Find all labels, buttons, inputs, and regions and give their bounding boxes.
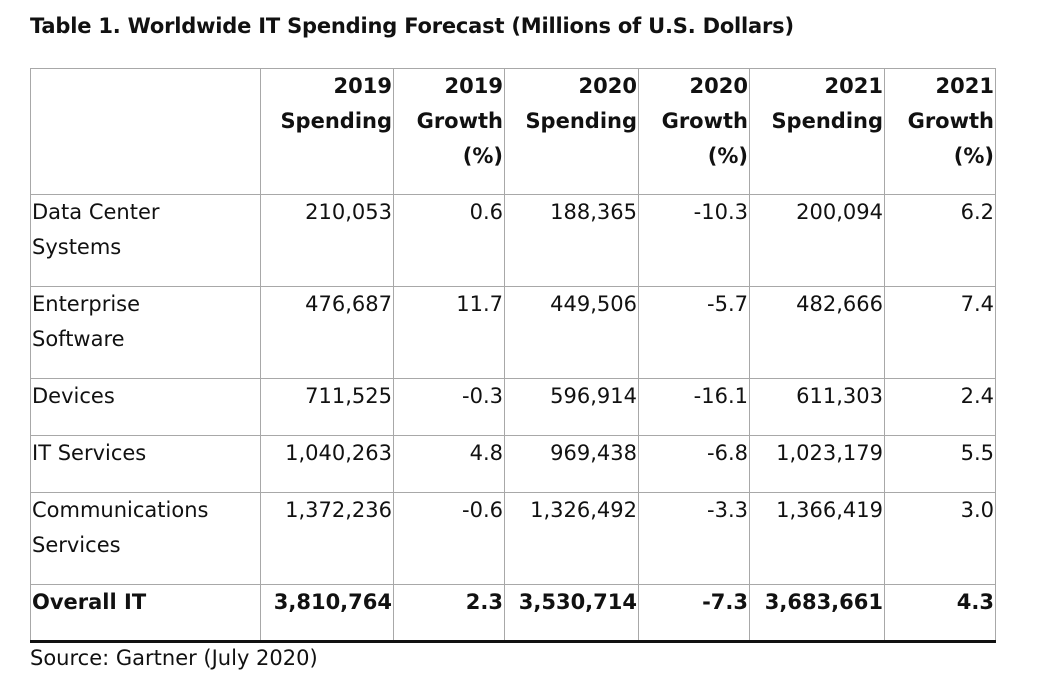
cell-2019-growth: -0.3: [393, 378, 505, 436]
header-line: Growth: [907, 109, 994, 133]
header-2020-spending: 2020 Spending: [504, 68, 639, 195]
cell-2021-spending: 200,094: [749, 194, 885, 287]
total-2019-growth: 2.3: [393, 584, 505, 643]
header-2021-spending: 2021 Spending: [749, 68, 885, 195]
header-line: 2019: [333, 74, 392, 98]
row-label-line: Software: [32, 327, 125, 351]
cell-2020-growth: -16.1: [638, 378, 750, 436]
cell-2020-growth: -5.7: [638, 286, 750, 379]
cell-2019-spending: 476,687: [260, 286, 394, 379]
table-row: Data Center Systems 210,053 0.6 188,365 …: [30, 194, 996, 287]
cell-2020-spending: 1,326,492: [504, 492, 639, 585]
total-2021-growth: 4.3: [884, 584, 996, 643]
table-title: Table 1. Worldwide IT Spending Forecast …: [30, 14, 794, 38]
header-line: Spending: [525, 109, 637, 133]
row-label-line: Communications: [32, 498, 209, 522]
total-2020-growth: -7.3: [638, 584, 750, 643]
header-row: 2019 Spending 2019 Growth (%) 2020 Spend…: [30, 68, 996, 195]
row-label-line: IT Services: [32, 441, 147, 465]
cell-2019-spending: 210,053: [260, 194, 394, 287]
cell-2020-growth: -3.3: [638, 492, 750, 585]
header-2019-growth: 2019 Growth (%): [393, 68, 505, 195]
cell-2021-spending: 1,023,179: [749, 435, 885, 493]
cell-2019-spending: 711,525: [260, 378, 394, 436]
row-label: Communications Services: [30, 492, 261, 585]
cell-2020-spending: 188,365: [504, 194, 639, 287]
cell-2019-spending: 1,372,236: [260, 492, 394, 585]
row-label-line: Enterprise: [32, 292, 141, 316]
cell-2021-growth: 3.0: [884, 492, 996, 585]
row-label: Devices: [30, 378, 261, 436]
cell-2019-growth: 11.7: [393, 286, 505, 379]
cell-2020-spending: 449,506: [504, 286, 639, 379]
header-2019-spending: 2019 Spending: [260, 68, 394, 195]
total-label: Overall IT: [30, 584, 261, 643]
header-2020-growth: 2020 Growth (%): [638, 68, 750, 195]
row-label: Data Center Systems: [30, 194, 261, 287]
cell-2020-spending: 596,914: [504, 378, 639, 436]
cell-2019-spending: 1,040,263: [260, 435, 394, 493]
row-label-line: Data Center: [32, 200, 160, 224]
cell-2019-growth: 0.6: [393, 194, 505, 287]
cell-2021-growth: 2.4: [884, 378, 996, 436]
header-line: 2021: [824, 74, 883, 98]
row-label-line: Systems: [32, 235, 122, 259]
total-row: Overall IT 3,810,764 2.3 3,530,714 -7.3 …: [30, 584, 996, 643]
row-label: IT Services: [30, 435, 261, 493]
source-note: Source: Gartner (July 2020): [30, 646, 318, 670]
cell-2020-growth: -6.8: [638, 435, 750, 493]
row-label-line: Services: [32, 533, 121, 557]
total-2021-spending: 3,683,661: [749, 584, 885, 643]
header-line: Spending: [280, 109, 392, 133]
table-row: Devices 711,525 -0.3 596,914 -16.1 611,3…: [30, 378, 996, 436]
table-row: Enterprise Software 476,687 11.7 449,506…: [30, 286, 996, 379]
table-row: IT Services 1,040,263 4.8 969,438 -6.8 1…: [30, 435, 996, 493]
cell-2021-spending: 482,666: [749, 286, 885, 379]
header-line: Spending: [771, 109, 883, 133]
header-line: 2020: [578, 74, 637, 98]
header-line: 2021: [935, 74, 994, 98]
cell-2021-growth: 7.4: [884, 286, 996, 379]
cell-2020-growth: -10.3: [638, 194, 750, 287]
row-label-line: Devices: [32, 384, 115, 408]
header-line: Growth: [661, 109, 748, 133]
header-line: 2019: [444, 74, 503, 98]
cell-2019-growth: -0.6: [393, 492, 505, 585]
cell-2019-growth: 4.8: [393, 435, 505, 493]
cell-2020-spending: 969,438: [504, 435, 639, 493]
table-row: Communications Services 1,372,236 -0.6 1…: [30, 492, 996, 585]
it-spending-table: 2019 Spending 2019 Growth (%) 2020 Spend…: [30, 68, 996, 643]
cell-2021-spending: 611,303: [749, 378, 885, 436]
header-2021-growth: 2021 Growth (%): [884, 68, 996, 195]
row-label: Enterprise Software: [30, 286, 261, 379]
cell-2021-growth: 5.5: [884, 435, 996, 493]
cell-2021-growth: 6.2: [884, 194, 996, 287]
header-line: 2020: [689, 74, 748, 98]
cell-2021-spending: 1,366,419: [749, 492, 885, 585]
header-line: (%): [462, 144, 503, 168]
total-2020-spending: 3,530,714: [504, 584, 639, 643]
total-2019-spending: 3,810,764: [260, 584, 394, 643]
header-line: (%): [953, 144, 994, 168]
header-line: (%): [707, 144, 748, 168]
header-corner-cell: [30, 68, 261, 195]
header-line: Growth: [416, 109, 503, 133]
